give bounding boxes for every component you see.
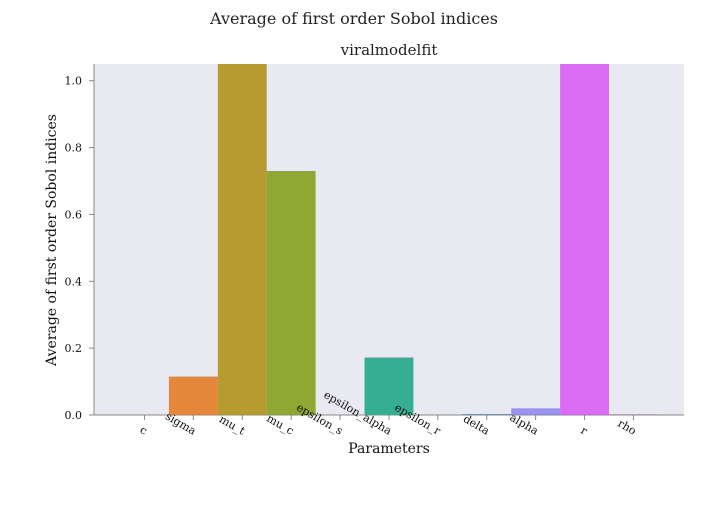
y-tick-label: 0.0 [65,409,83,422]
bar-epsilon_alpha [364,357,414,415]
y-tick-label: 0.8 [65,142,83,155]
x-tick-label-c: c [138,423,150,437]
y-tick-label: 0.2 [65,342,83,355]
bars-group [168,64,658,415]
figure-suptitle: Average of first order Sobol indices [209,9,498,28]
y-tick-label: 0.6 [65,208,83,221]
bar-mu_t [217,64,267,415]
x-tick-label-r: r [578,424,590,438]
x-tick-label-rho: rho [616,417,639,438]
bar-mu_c [266,170,316,415]
y-ticks-group: 0.0 0.2 0.4 0.6 0.8 1.0 [65,75,94,422]
x-tick-label-delta: delta [461,412,492,438]
bar-alpha [511,408,561,415]
bar-r [560,64,609,415]
bar-sigma [168,376,218,415]
y-tick-label: 1.0 [65,75,83,88]
y-tick-label: 0.4 [65,275,83,288]
y-axis-label: Average of first order Sobol indices [44,114,60,367]
x-axis-label: Parameters [348,441,430,457]
x-tick-label-mu_t: mu_t [217,413,248,438]
chart-title: viralmodelfit [340,41,438,59]
